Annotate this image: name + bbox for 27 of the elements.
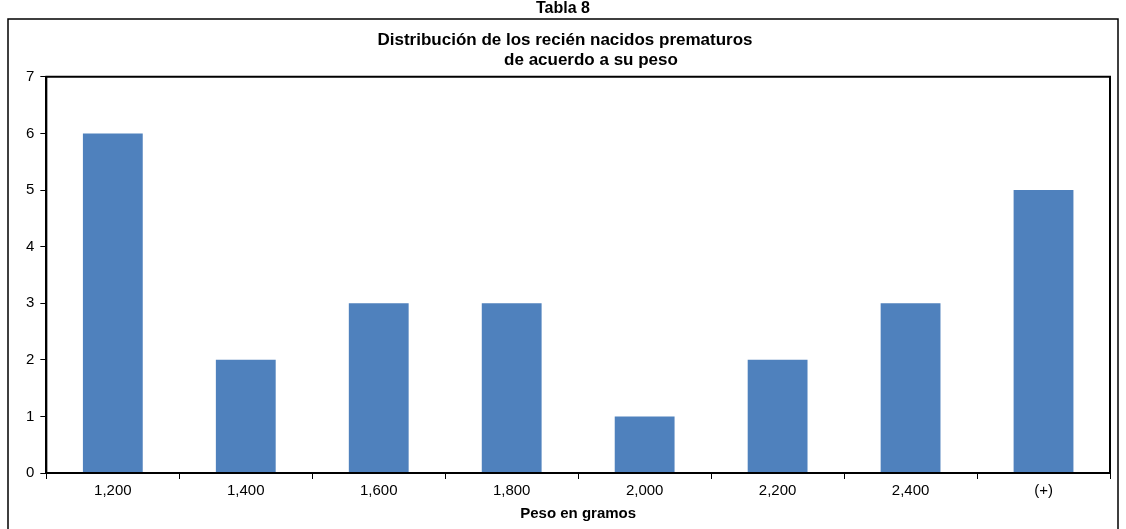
- x-tick-label: 1,400: [227, 481, 265, 499]
- x-tick-label: 2,400: [891, 481, 930, 499]
- x-tick-label: 1,800: [492, 481, 531, 499]
- text: Tabla 8: [536, 0, 591, 17]
- x-tick-label: 2,200: [758, 481, 797, 499]
- bar: [481, 303, 542, 473]
- bar: [880, 303, 941, 473]
- y-tick-label: 6: [26, 123, 35, 141]
- chart-title: Distribución de los recién nacidos prematuros de acuerdo a su peso: [377, 29, 753, 70]
- bar: [614, 416, 675, 473]
- y-tick-label: 3: [26, 293, 35, 311]
- bar: [1013, 190, 1074, 473]
- x-axis-title: Peso en gramos: [520, 504, 637, 522]
- bar: [747, 359, 808, 473]
- x-tick-label: 1,200: [94, 481, 132, 499]
- x-tick-label: (+): [1034, 481, 1053, 499]
- y-tick-label: 5: [26, 180, 35, 198]
- y-tick-label: 2: [26, 349, 35, 367]
- y-tick-label: 7: [26, 66, 35, 84]
- x-tick-label: 2,000: [625, 481, 664, 499]
- y-tick-label: 0: [26, 463, 35, 481]
- y-tick-label: 4: [26, 236, 35, 254]
- bar: [348, 303, 409, 473]
- x-tick-label: 1,600: [359, 481, 398, 499]
- y-tick-label: 1: [26, 406, 35, 424]
- bar: [215, 359, 276, 473]
- bar: [82, 133, 143, 473]
